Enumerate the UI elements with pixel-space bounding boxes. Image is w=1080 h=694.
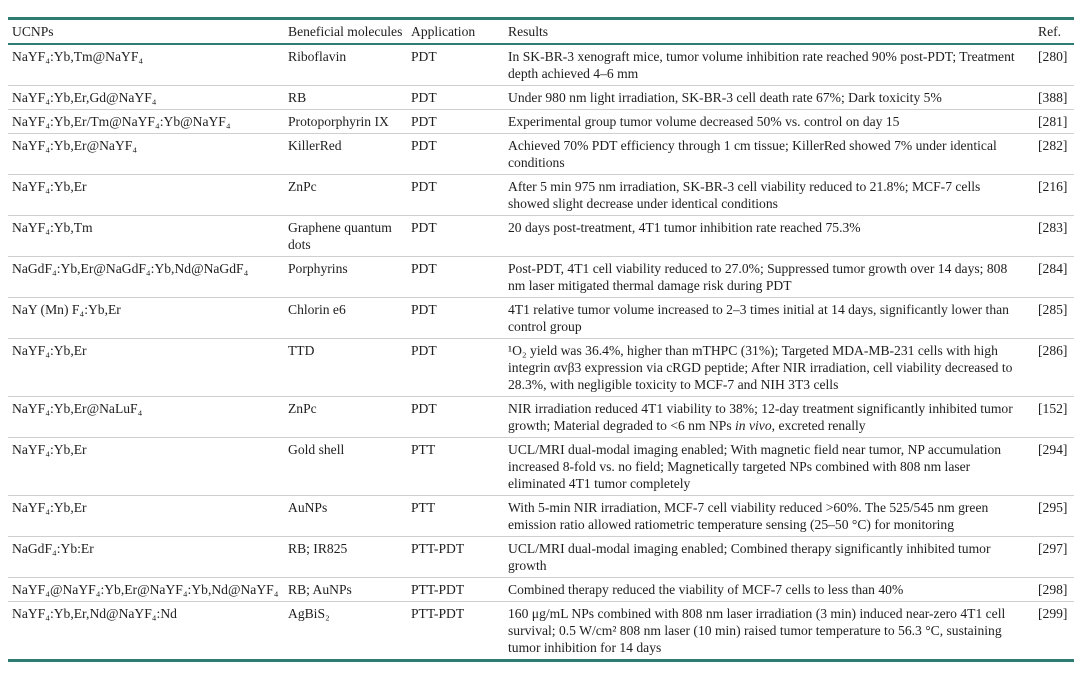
cell-ref: [295] [1038,500,1068,515]
table-row: NaYF₄:Yb,Er Gold shell PTT UCL/MRI dual-mod… [8,438,1074,496]
cell-beneficial-molecules: Riboflavin [288,49,347,64]
cell-application: PDT [411,343,437,358]
cell-ucnps: NaYF₄:Yb,Er [12,179,87,194]
cell-results: Under 980 nm light irradiation, SK-BR-3 … [508,90,942,105]
table-row: NaYF₄:Yb,Er@NaYF₄ KillerRed PDT Achieved 70… [8,134,1074,175]
cell-application: PTT-PDT [411,582,465,597]
table-row: NaGdF₄:Yb,Er@NaGdF₄:Yb,Nd@NaGdF₄ Porphyri… [8,257,1074,298]
table-row: NaYF₄:Yb,Tm Graphene quantum dots PDT 20 da… [8,216,1074,257]
cell-application: PDT [411,138,437,153]
cell-results: UCL/MRI dual-modal imaging enabled; With… [508,442,1002,491]
cell-ucnps: NaGdF₄:Yb:Er [12,541,94,556]
table-header-row: UCNPs Beneficial molecules Application R… [8,19,1074,44]
table-body: NaYF₄:Yb,Tm@NaYF₄ Riboflavin PDT In SK-BR-3… [8,44,1074,661]
cell-beneficial-molecules: TTD [288,343,315,358]
cell-application: PDT [411,179,437,194]
cell-application: PTT [411,500,436,515]
cell-results: UCL/MRI dual-modal imaging enabled; Comb… [508,541,991,573]
cell-ucnps: NaYF₄:Yb,Er,Nd@NaYF₄:Nd [12,606,177,621]
cell-ucnps: NaYF₄:Yb,Er@NaYF₄ [12,138,138,153]
cell-ref: [216] [1038,179,1068,194]
header-application: Application [411,24,476,39]
header-beneficial-molecules: Beneficial molecules [288,24,403,39]
cell-results: 4T1 relative tumor volume increased to 2… [508,302,1009,334]
cell-beneficial-molecules: Protoporphyrin IX [288,114,389,129]
header-results: Results [508,24,549,39]
cell-results: With 5-min NIR irradiation, MCF-7 cell v… [508,500,989,532]
table-row: NaYF₄@NaYF₄:Yb,Er@NaYF₄:Yb,Nd@NaYF₄ RB; A… [8,578,1074,602]
cell-ucnps: NaYF₄:Yb,Er [12,343,87,358]
cell-application: PDT [411,302,437,317]
cell-application: PTT [411,442,436,457]
cell-beneficial-molecules: Gold shell [288,442,345,457]
cell-ucnps: NaYF₄:Yb,Er/Tm@NaYF₄:Yb@NaYF₄ [12,114,231,129]
cell-ref: [294] [1038,442,1068,457]
cell-results: Post-PDT, 4T1 cell viability reduced to … [508,261,1008,293]
cell-results: Combined therapy reduced the viability o… [508,582,904,597]
cell-ref: [280] [1038,49,1068,64]
cell-ref: [285] [1038,302,1068,317]
table-row: NaYF₄:Yb,Er AuNPs PTT With 5-min NIR irradi… [8,496,1074,537]
cell-beneficial-molecules: ZnPc [288,179,317,194]
cell-ucnps: NaYF₄:Yb,Er [12,500,87,515]
header-ref: Ref. [1038,24,1062,39]
cell-ucnps: NaYF₄:Yb,Er,Gd@NaYF₄ [12,90,157,105]
cell-ref: [281] [1038,114,1068,129]
cell-ref: [297] [1038,541,1068,556]
cell-beneficial-molecules: RB [288,90,307,105]
table-row: NaYF₄:Yb,Er TTD PDT ¹O₂ yield was 36.4%, hi… [8,339,1074,397]
cell-results: Experimental group tumor volume decrease… [508,114,900,129]
cell-ref: [388] [1038,90,1068,105]
cell-ucnps: NaY (Mn) F₄:Yb,Er [12,302,121,317]
cell-beneficial-molecules: Chlorin e6 [288,302,346,317]
cell-beneficial-molecules: RB; IR825 [288,541,348,556]
cell-ucnps: NaYF₄@NaYF₄:Yb,Er@NaYF₄:Yb,Nd@NaYF₄ [12,582,279,597]
cell-ucnps: NaYF₄:Yb,Tm [12,220,93,235]
table-row: NaYF₄:Yb,Er ZnPc PDT After 5 min 975 nm irr… [8,175,1074,216]
table-row: NaYF₄:Yb,Tm@NaYF₄ Riboflavin PDT In SK-BR-3… [8,44,1074,86]
cell-application: PDT [411,401,437,416]
cell-results: After 5 min 975 nm irradiation, SK-BR-3 … [508,179,981,211]
cell-ref: [282] [1038,138,1068,153]
cell-ref: [299] [1038,606,1068,621]
cell-ref: [286] [1038,343,1068,358]
cell-ucnps: NaYF₄:Yb,Er@NaLuF₄ [12,401,143,416]
cell-ucnps: NaGdF₄:Yb,Er@NaGdF₄:Yb,Nd@NaGdF₄ [12,261,249,276]
cell-results: In SK-BR-3 xenograft mice, tumor volume … [508,49,1015,81]
cell-results: 20 days post-treatment, 4T1 tumor inhibi… [508,220,861,235]
cell-results: NIR irradiation reduced 4T1 viability to… [508,401,1013,433]
cell-application: PDT [411,261,437,276]
cell-ref: [152] [1038,401,1068,416]
cell-beneficial-molecules: AuNPs [288,500,328,515]
cell-application: PDT [411,90,437,105]
cell-ref: [283] [1038,220,1068,235]
cell-ref: [298] [1038,582,1068,597]
cell-ref: [284] [1038,261,1068,276]
cell-beneficial-molecules: Porphyrins [288,261,348,276]
cell-results: Achieved 70% PDT efficiency through 1 cm… [508,138,997,170]
table-row: NaYF₄:Yb,Er/Tm@NaYF₄:Yb@NaYF₄ Protoporphy… [8,110,1074,134]
cell-beneficial-molecules: ZnPc [288,401,317,416]
cell-ucnps: NaYF₄:Yb,Er [12,442,87,457]
cell-beneficial-molecules: KillerRed [288,138,342,153]
cell-results: 160 μg/mL NPs combined with 808 nm laser… [508,606,1006,655]
table-row: NaYF₄:Yb,Er@NaLuF₄ ZnPc PDT NIR irradiation… [8,397,1074,438]
emphasis-text: in vivo [735,418,772,433]
table-row: NaGdF₄:Yb:Er RB; IR825 PTT-PDT UCL/MRI dual… [8,537,1074,578]
header-ucnps: UCNPs [12,24,54,39]
cell-beneficial-molecules: Graphene quantum dots [288,220,392,252]
cell-application: PDT [411,49,437,64]
ucnp-applications-table: UCNPs Beneficial molecules Application R… [8,17,1074,662]
table-row: NaYF₄:Yb,Er,Gd@NaYF₄ RB PDT Under 980 nm li… [8,86,1074,110]
cell-application: PDT [411,114,437,129]
cell-beneficial-molecules: RB; AuNPs [288,582,352,597]
cell-beneficial-molecules: AgBiS₂ [288,606,330,621]
cell-results: ¹O₂ yield was 36.4%, higher than mTHPC (… [508,343,1013,392]
cell-ucnps: NaYF₄:Yb,Tm@NaYF₄ [12,49,144,64]
table-row: NaYF₄:Yb,Er,Nd@NaYF₄:Nd AgBiS₂ PTT-PDT 160 … [8,602,1074,661]
cell-application: PTT-PDT [411,606,465,621]
cell-application: PTT-PDT [411,541,465,556]
table-row: NaY (Mn) F₄:Yb,Er Chlorin e6 PDT 4T1 relati… [8,298,1074,339]
cell-application: PDT [411,220,437,235]
